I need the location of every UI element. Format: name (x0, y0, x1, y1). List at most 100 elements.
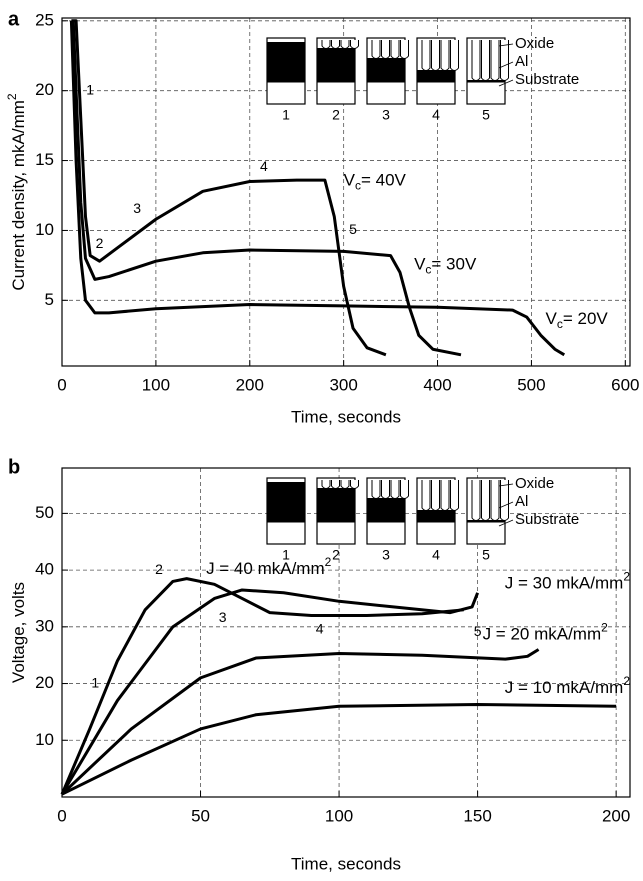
inset-pore (440, 480, 450, 511)
y-axis-title-sup: 2 (5, 93, 19, 100)
curve-label-sub: c (557, 317, 563, 331)
inset-aluminum (367, 498, 405, 522)
inset-leader (498, 483, 514, 487)
y-axis-title-text: Current density, mkA/mm (9, 100, 28, 291)
data-line (69, 20, 566, 357)
curve-label-sub: c (425, 263, 431, 277)
inset-pore (340, 480, 350, 489)
inset-pore (331, 40, 340, 49)
inset-aluminum (417, 70, 455, 82)
x-tick-label: 0 (57, 375, 66, 394)
x-tick-label: 500 (517, 375, 545, 394)
inset-stage-label: 4 (432, 107, 440, 123)
inset-pore (490, 480, 500, 521)
x-tick-label: 50 (191, 806, 210, 825)
panel-letter: b (8, 456, 20, 478)
inset-pore (371, 480, 381, 499)
curve-label: J = 40 mkA/mm2 (206, 555, 332, 578)
curve-label: Vc= 20V (546, 309, 609, 331)
inset-pore (481, 480, 490, 521)
stage-annotation: 2 (155, 561, 163, 577)
x-axis-title: Time, seconds (291, 854, 401, 873)
y-tick-label: 25 (35, 10, 54, 29)
inset-aluminum (267, 42, 305, 82)
inset-layer-label: Al (515, 53, 528, 70)
panel-letter: a (8, 8, 20, 30)
data-line (71, 19, 387, 357)
x-tick-label: 200 (602, 806, 630, 825)
inset-pore (321, 480, 331, 489)
inset-aluminum (467, 520, 505, 522)
inset-pore (440, 40, 450, 71)
inset-pore (381, 40, 390, 59)
inset-pore (371, 40, 381, 59)
stage-annotation: 4 (260, 158, 268, 174)
inset-aluminum (317, 48, 355, 82)
inset-stage-label: 2 (332, 547, 340, 563)
curve-label-main: V (414, 255, 426, 274)
inset-aluminum (267, 482, 305, 522)
stage-annotation: 2 (96, 235, 104, 251)
inset-pore (350, 40, 359, 49)
curve-label-sup: 2 (601, 621, 608, 635)
inset-pore (421, 480, 431, 511)
inset-pore (471, 40, 481, 81)
curve-label-sup: 2 (623, 569, 630, 583)
x-tick-label: 400 (423, 375, 451, 394)
curve-label-main: J = 10 mkA/mm (505, 679, 624, 698)
y-tick-label: 20 (35, 80, 54, 99)
x-tick-label: 150 (463, 806, 491, 825)
curve-label-sup: 2 (325, 555, 332, 569)
data-line (71, 20, 462, 357)
curve-label-sub: c (355, 179, 361, 193)
inset-pore (350, 480, 359, 489)
inset-layer-label: Substrate (515, 511, 579, 528)
inset-pore (400, 40, 409, 59)
curve-label-sup: 2 (623, 674, 630, 688)
x-tick-label: 0 (57, 806, 66, 825)
inset-pore (481, 40, 490, 81)
y-tick-label: 15 (35, 150, 54, 169)
curve-label: J = 30 mkA/mm2 (505, 569, 631, 592)
stage-annotation: 3 (219, 609, 227, 625)
inset-pore (400, 480, 409, 499)
stage-annotation: 1 (91, 674, 99, 690)
inset-leader (498, 79, 514, 87)
curve-label-main: J = 30 mkA/mm (505, 574, 624, 593)
data-line (60, 648, 540, 796)
inset-layer-label: Oxide (515, 475, 554, 492)
stage-annotation: 3 (133, 200, 141, 216)
inset-pore (450, 40, 459, 71)
x-tick-label: 300 (329, 375, 357, 394)
inset-pore (450, 480, 459, 511)
stage-annotation: 5 (474, 623, 482, 639)
inset-pore (340, 40, 350, 49)
curve-label-rest: = 40V (361, 171, 407, 190)
stage-annotation: 5 (349, 221, 357, 237)
y-axis-title: Current density, mkA/mm2 (5, 93, 28, 291)
inset-pore (431, 480, 440, 511)
inset-pore (500, 480, 509, 521)
x-tick-label: 600 (611, 375, 639, 394)
inset-stage-label: 1 (282, 547, 290, 563)
data-line (61, 703, 617, 796)
inset-stage-label: 5 (482, 107, 490, 123)
inset-stage-label: 3 (382, 107, 390, 123)
curve-label-main: J = 20 mkA/mm (483, 625, 602, 644)
data-line (60, 577, 464, 795)
plot-frame (61, 17, 631, 367)
inset-pore (390, 480, 400, 499)
inset-aluminum (417, 510, 455, 522)
inset-pore (490, 40, 500, 81)
y-tick-label: 20 (35, 673, 54, 692)
inset-layer-label: Al (515, 493, 528, 510)
inset-aluminum (467, 80, 505, 82)
curve-label-rest: = 30V (431, 255, 477, 274)
inset-leader (498, 61, 514, 69)
curve-label-rest: = 20V (563, 309, 609, 328)
inset-leader (498, 43, 514, 47)
curve-label: J = 10 mkA/mm2 (505, 674, 631, 697)
inset-pore (421, 40, 431, 71)
